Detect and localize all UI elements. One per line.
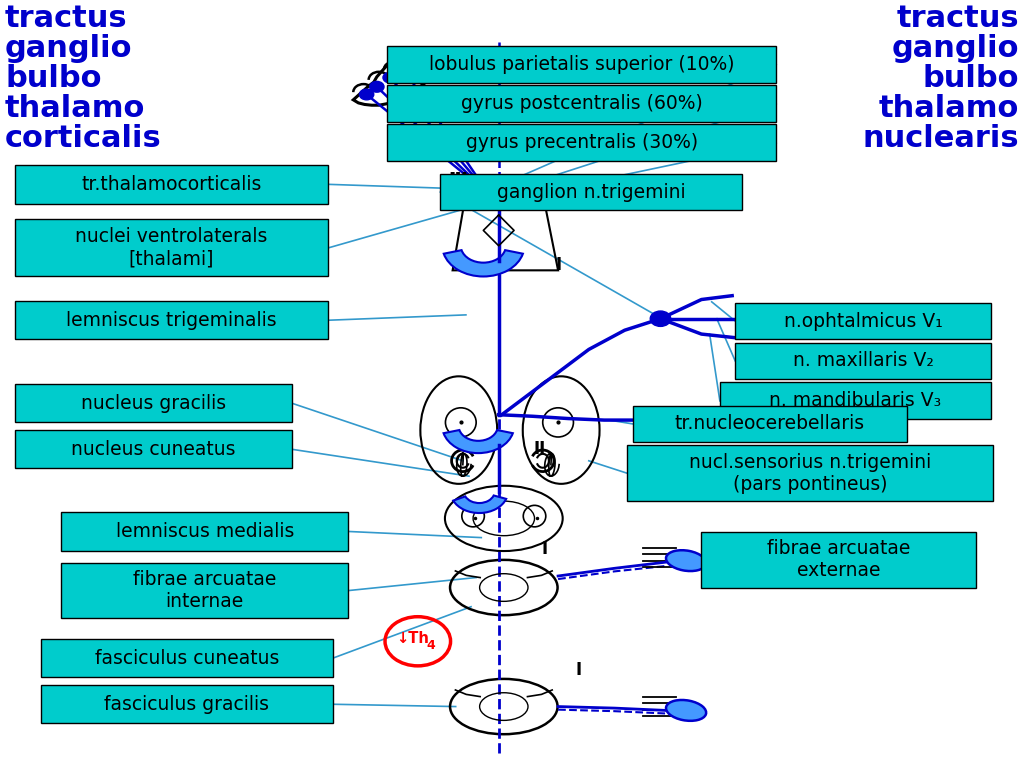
FancyBboxPatch shape bbox=[41, 639, 333, 677]
FancyBboxPatch shape bbox=[15, 165, 328, 204]
Text: fasciculus gracilis: fasciculus gracilis bbox=[104, 695, 269, 713]
Text: tr.nucleocerebellaris: tr.nucleocerebellaris bbox=[675, 415, 865, 433]
Text: 4: 4 bbox=[427, 639, 435, 651]
Circle shape bbox=[383, 72, 397, 83]
Text: tractus
ganglio
bulbo
thalamo
corticalis: tractus ganglio bulbo thalamo corticalis bbox=[5, 4, 162, 154]
Text: lobulus parietalis superior (10%): lobulus parietalis superior (10%) bbox=[429, 55, 734, 74]
Text: fibrae arcuatae
internae: fibrae arcuatae internae bbox=[133, 570, 276, 611]
Text: nucleus cuneatus: nucleus cuneatus bbox=[72, 440, 236, 458]
Text: II: II bbox=[534, 440, 546, 458]
Text: tractus
ganglio
bulbo
thalamo
nuclearis: tractus ganglio bulbo thalamo nuclearis bbox=[862, 4, 1019, 154]
Text: gyrus postcentralis (60%): gyrus postcentralis (60%) bbox=[461, 94, 702, 113]
Text: n.ophtalmicus V₁: n.ophtalmicus V₁ bbox=[783, 312, 943, 330]
Circle shape bbox=[359, 89, 374, 100]
FancyBboxPatch shape bbox=[387, 124, 776, 161]
Text: lemniscus medialis: lemniscus medialis bbox=[116, 522, 294, 541]
Text: I: I bbox=[555, 256, 561, 274]
Ellipse shape bbox=[666, 550, 707, 571]
Wedge shape bbox=[454, 495, 506, 513]
FancyBboxPatch shape bbox=[15, 430, 292, 468]
FancyBboxPatch shape bbox=[61, 512, 348, 551]
FancyBboxPatch shape bbox=[720, 382, 991, 419]
Wedge shape bbox=[443, 430, 513, 453]
Text: III: III bbox=[450, 171, 468, 190]
Text: nucl.sensorius n.trigemini
(pars pontineus): nucl.sensorius n.trigemini (pars pontine… bbox=[689, 452, 931, 494]
FancyBboxPatch shape bbox=[735, 303, 991, 339]
FancyBboxPatch shape bbox=[633, 406, 907, 442]
Circle shape bbox=[396, 64, 411, 74]
FancyBboxPatch shape bbox=[15, 301, 328, 339]
Text: fibrae arcuatae
externae: fibrae arcuatae externae bbox=[767, 539, 910, 581]
Circle shape bbox=[370, 81, 384, 92]
Text: III: III bbox=[449, 171, 469, 190]
FancyBboxPatch shape bbox=[387, 46, 776, 83]
Wedge shape bbox=[443, 250, 523, 276]
FancyBboxPatch shape bbox=[61, 563, 348, 618]
Circle shape bbox=[650, 311, 671, 326]
Text: ganglion n.trigemini: ganglion n.trigemini bbox=[497, 183, 686, 201]
FancyBboxPatch shape bbox=[387, 85, 776, 122]
Circle shape bbox=[475, 184, 502, 204]
Text: n. mandibularis V₃: n. mandibularis V₃ bbox=[769, 392, 942, 410]
Text: gyrus precentralis (30%): gyrus precentralis (30%) bbox=[466, 134, 697, 152]
Text: lemniscus trigeminalis: lemniscus trigeminalis bbox=[67, 311, 276, 329]
Text: nucleus gracilis: nucleus gracilis bbox=[81, 394, 226, 412]
Ellipse shape bbox=[666, 700, 707, 721]
FancyBboxPatch shape bbox=[440, 174, 742, 210]
FancyBboxPatch shape bbox=[15, 384, 292, 422]
FancyBboxPatch shape bbox=[15, 219, 328, 276]
FancyBboxPatch shape bbox=[627, 445, 993, 501]
Text: I: I bbox=[575, 660, 582, 679]
FancyBboxPatch shape bbox=[41, 685, 333, 723]
FancyBboxPatch shape bbox=[735, 343, 991, 379]
Text: fasciculus cuneatus: fasciculus cuneatus bbox=[94, 649, 280, 667]
Text: nuclei ventrolaterals
[thalami]: nuclei ventrolaterals [thalami] bbox=[76, 227, 267, 268]
Text: n. maxillaris V₂: n. maxillaris V₂ bbox=[793, 352, 934, 370]
Text: I: I bbox=[542, 540, 548, 558]
FancyBboxPatch shape bbox=[701, 532, 976, 588]
Text: tr.thalamocorticalis: tr.thalamocorticalis bbox=[81, 175, 262, 194]
Text: ↓Th: ↓Th bbox=[396, 631, 429, 646]
